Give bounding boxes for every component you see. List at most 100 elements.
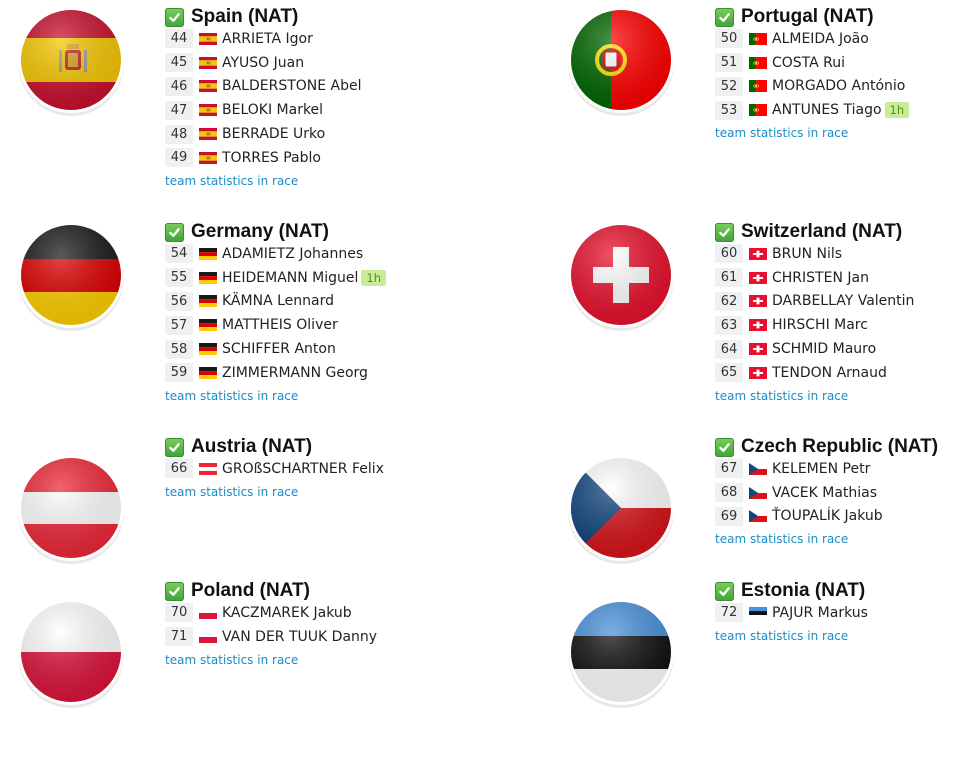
rider-number: 51	[715, 53, 743, 73]
spain-flag-icon	[199, 104, 217, 117]
rider-row: 63 HIRSCHI Marc	[715, 313, 914, 337]
rider-number: 53	[715, 100, 743, 120]
team-name[interactable]: Poland (NAT)	[191, 580, 310, 601]
team-block-spain: Spain (NAT) 44 ARRIETA Igor 45 AYUSO Jua…	[0, 0, 440, 200]
team-block-austria: Austria (NAT) 66 GROßSCHARTNER Felix tea…	[0, 430, 440, 630]
rider-number: 49	[165, 148, 193, 168]
rider-name-link[interactable]: ADAMIETZ Johannes	[222, 245, 364, 262]
rider-list: 67 KELEMEN Petr 68 VACEK Mathias 69 ŤOUP…	[715, 457, 883, 546]
rider-row: 68 VACEK Mathias	[715, 481, 883, 505]
rider-number: 48	[165, 124, 193, 144]
czech-flag-icon	[749, 486, 767, 499]
team-statistics-link[interactable]: team statistics in race	[165, 652, 299, 667]
rider-name-link[interactable]: KACZMAREK Jakub	[222, 604, 352, 621]
poland-flag-icon	[199, 606, 217, 619]
team-statistics-link[interactable]: team statistics in race	[715, 388, 849, 403]
germany-flag-icon	[199, 343, 217, 356]
check-icon	[165, 581, 184, 601]
rider-name-link[interactable]: CHRISTEN Jan	[772, 269, 869, 286]
rider-number: 56	[165, 291, 193, 311]
rider-row: 51 COSTA Rui	[715, 51, 909, 75]
poland-flag-icon	[199, 630, 217, 643]
rider-name-link[interactable]: DARBELLAY Valentin	[772, 293, 915, 310]
status-badge: 1h	[361, 269, 387, 286]
team-statistics-link[interactable]: team statistics in race	[165, 484, 299, 499]
check-icon	[715, 7, 734, 27]
check-icon	[715, 222, 734, 242]
team-name[interactable]: Austria (NAT)	[191, 436, 313, 457]
rider-name-link[interactable]: VAN DER TUUK Danny	[222, 628, 378, 645]
switzerland-flag-icon	[749, 295, 767, 308]
rider-name-link[interactable]: VACEK Mathias	[772, 484, 878, 501]
rider-name-link[interactable]: BERRADE Urko	[222, 126, 326, 143]
rider-name-link[interactable]: PAJUR Markus	[772, 604, 868, 621]
rider-name-link[interactable]: AYUSO Juan	[222, 54, 305, 71]
switzerland-flag-icon	[749, 366, 767, 379]
rider-name-link[interactable]: ŤOUPALÍK Jakub	[772, 508, 883, 525]
team-name[interactable]: Spain (NAT)	[191, 6, 299, 27]
team-statistics-link[interactable]: team statistics in race	[715, 532, 849, 547]
team-statistics-link[interactable]: team statistics in race	[715, 628, 849, 643]
rider-name-link[interactable]: HEIDEMANN Miguel	[222, 269, 359, 286]
rider-row: 50 ALMEIDA João	[715, 27, 909, 51]
spain-flag-icon	[199, 128, 217, 141]
rider-row: 48 BERRADE Urko	[165, 122, 362, 146]
germany-flag-icon	[199, 247, 217, 260]
team-name[interactable]: Czech Republic (NAT)	[741, 436, 939, 457]
germany-flag-icon	[199, 319, 217, 332]
rider-name-link[interactable]: HIRSCHI Marc	[772, 317, 868, 334]
rider-name-link[interactable]: BELOKI Markel	[222, 102, 324, 119]
team-name[interactable]: Portugal (NAT)	[741, 6, 874, 27]
estonia-flag-icon	[749, 606, 767, 619]
rider-name-link[interactable]: TENDON Arnaud	[772, 364, 887, 381]
team-statistics-link[interactable]: team statistics in race	[715, 126, 849, 141]
switzerland-flag-icon	[749, 343, 767, 356]
portugal-flag-icon	[749, 56, 767, 69]
rider-row: 62 DARBELLAY Valentin	[715, 290, 914, 314]
rider-row: 49 TORRES Pablo	[165, 146, 362, 170]
rider-name-link[interactable]: KELEMEN Petr	[772, 460, 871, 477]
rider-name-link[interactable]: BALDERSTONE Abel	[222, 78, 362, 95]
rider-number: 50	[715, 29, 743, 49]
austria-flag-icon	[199, 462, 217, 475]
rider-list: 72 PAJUR Markus team statistics in race	[715, 601, 868, 643]
austria-flag-badge-icon	[15, 454, 127, 566]
rider-name-link[interactable]: ZIMMERMANN Georg	[222, 364, 368, 381]
team-name[interactable]: Estonia (NAT)	[741, 580, 866, 601]
rider-name-link[interactable]: SCHIFFER Anton	[222, 341, 336, 358]
rider-name-link[interactable]: TORRES Pablo	[222, 149, 321, 166]
rider-number: 57	[165, 315, 193, 335]
rider-number: 66	[165, 459, 193, 479]
team-header: Estonia (NAT)	[715, 580, 865, 602]
rider-name-link[interactable]: GROßSCHARTNER Felix	[222, 460, 384, 477]
rider-name-link[interactable]: COSTA Rui	[772, 54, 846, 71]
rider-row: 72 PAJUR Markus	[715, 601, 868, 625]
team-statistics-link[interactable]: team statistics in race	[165, 173, 299, 188]
team-name[interactable]: Germany (NAT)	[191, 221, 329, 242]
rider-list: 50 ALMEIDA João 51 COSTA Rui 52 MORGADO …	[715, 27, 910, 141]
rider-name-link[interactable]: KÄMNA Lennard	[222, 293, 334, 310]
switzerland-flag-icon	[749, 271, 767, 284]
switzerland-flag-badge-icon	[565, 221, 677, 333]
rider-name-link[interactable]: ANTUNES Tiago	[772, 102, 882, 119]
rider-name-link[interactable]: SCHMID Mauro	[772, 341, 877, 358]
team-block-estonia: Estonia (NAT) 72 PAJUR Markus team stati…	[550, 574, 967, 774]
rider-number: 61	[715, 268, 743, 288]
rider-name-link[interactable]: MORGADO António	[772, 78, 906, 95]
rider-row: 56 KÄMNA Lennard	[165, 290, 386, 314]
rider-name-link[interactable]: MATTHEIS Oliver	[222, 317, 338, 334]
team-statistics-link[interactable]: team statistics in race	[165, 388, 299, 403]
rider-row: 46 BALDERSTONE Abel	[165, 75, 362, 99]
rider-name-link[interactable]: ARRIETA Igor	[222, 30, 313, 47]
check-icon	[715, 581, 734, 601]
rider-name-link[interactable]: BRUN Nils	[772, 245, 843, 262]
rider-row: 54 ADAMIETZ Johannes	[165, 242, 386, 266]
portugal-flag-icon	[749, 32, 767, 45]
rider-name-link[interactable]: ALMEIDA João	[772, 30, 869, 47]
rider-row: 66 GROßSCHARTNER Felix	[165, 457, 384, 481]
czech-flag-icon	[749, 462, 767, 475]
team-block-germany: Germany (NAT) 54 ADAMIETZ Johannes 55 HE…	[0, 215, 440, 415]
team-name[interactable]: Switzerland (NAT)	[741, 221, 903, 242]
rider-row: 55 HEIDEMANN Miguel 1h	[165, 266, 387, 290]
estonia-flag-badge-icon	[565, 598, 677, 710]
